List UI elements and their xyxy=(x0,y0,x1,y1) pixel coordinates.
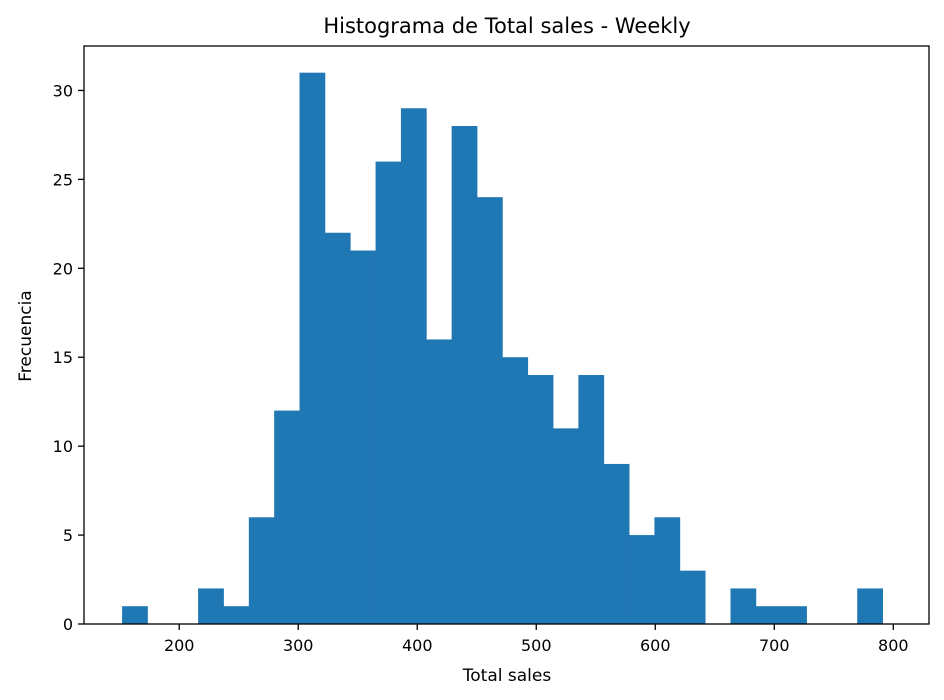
histogram-bar xyxy=(781,606,807,624)
histogram-bar xyxy=(223,606,250,624)
x-tick-label: 200 xyxy=(164,636,195,655)
chart-title: Histograma de Total sales - Weekly xyxy=(323,14,690,38)
histogram-bar xyxy=(324,232,351,625)
histogram-bar xyxy=(730,588,757,624)
x-tick-label: 500 xyxy=(521,636,552,655)
histogram-bar xyxy=(476,197,503,625)
histogram-bar xyxy=(527,375,554,624)
x-axis: 200 300 400 500 600 700 800 xyxy=(164,624,909,655)
x-tick-label: 300 xyxy=(283,636,314,655)
histogram-bar xyxy=(654,517,681,624)
y-tick-label: 30 xyxy=(53,81,73,100)
histogram-bar xyxy=(299,72,326,625)
histogram-bar xyxy=(502,357,529,624)
y-tick-label: 20 xyxy=(53,259,73,278)
x-tick-label: 400 xyxy=(402,636,433,655)
histogram-bar xyxy=(578,375,605,624)
y-tick-label: 25 xyxy=(53,170,73,189)
y-tick-label: 15 xyxy=(53,348,73,367)
x-axis-label: Total sales xyxy=(462,666,552,686)
histogram-bar xyxy=(629,535,655,624)
x-tick-label: 700 xyxy=(759,636,790,655)
histogram-bar xyxy=(679,570,706,624)
bars-group xyxy=(122,72,883,625)
histogram-bar xyxy=(755,606,782,624)
histogram-bar xyxy=(553,428,579,624)
histogram-bar xyxy=(122,606,148,624)
histogram-bar xyxy=(603,463,630,624)
histogram-bar xyxy=(400,108,427,624)
histogram-bar xyxy=(198,588,224,624)
histogram-bar xyxy=(350,250,376,624)
y-axis-label: Frecuencia xyxy=(16,290,36,381)
histogram-bar xyxy=(451,126,478,624)
y-tick-label: 5 xyxy=(63,526,73,545)
histogram-bar xyxy=(375,161,402,624)
histogram-bar xyxy=(274,410,300,624)
histogram-bar xyxy=(857,588,883,624)
plot-frame xyxy=(83,45,930,625)
histogram-bar xyxy=(248,517,275,624)
x-tick-label: 800 xyxy=(878,636,909,655)
y-tick-label: 10 xyxy=(53,437,73,456)
y-tick-label: 0 xyxy=(63,615,73,634)
x-tick-label: 600 xyxy=(640,636,671,655)
histogram-bar xyxy=(426,339,453,624)
y-axis: 0 5 10 15 20 25 30 xyxy=(53,81,84,634)
